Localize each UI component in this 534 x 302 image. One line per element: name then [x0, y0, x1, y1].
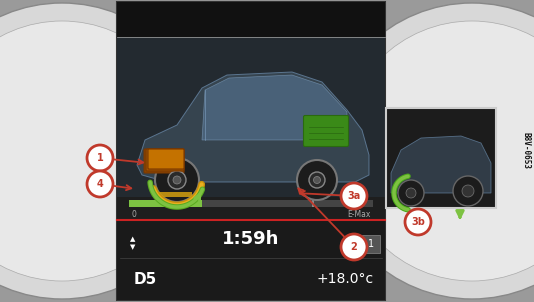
Text: B8V-0653: B8V-0653 [522, 133, 530, 169]
Polygon shape [155, 192, 192, 197]
Circle shape [87, 145, 113, 171]
Bar [312, 200, 314, 207]
Circle shape [341, 183, 367, 209]
Circle shape [342, 21, 534, 281]
Text: ▲: ▲ [130, 236, 136, 242]
Circle shape [324, 3, 534, 299]
Circle shape [405, 209, 431, 235]
Bar [117, 2, 385, 300]
FancyBboxPatch shape [362, 235, 380, 253]
FancyBboxPatch shape [146, 149, 184, 171]
FancyBboxPatch shape [144, 149, 184, 173]
Text: 3a: 3a [348, 191, 360, 201]
FancyBboxPatch shape [148, 149, 184, 169]
Text: 2: 2 [351, 242, 357, 252]
Bar [129, 200, 373, 207]
Circle shape [155, 158, 199, 202]
Circle shape [398, 180, 424, 206]
Circle shape [297, 160, 337, 200]
Bar [129, 200, 202, 207]
Bar [386, 108, 496, 208]
Bar [117, 220, 385, 258]
Text: D5: D5 [134, 271, 156, 287]
FancyBboxPatch shape [303, 115, 349, 146]
Circle shape [453, 176, 483, 206]
Text: 0: 0 [131, 210, 136, 219]
Text: 3b: 3b [411, 217, 425, 227]
Text: E-Max: E-Max [348, 210, 371, 219]
Text: 1: 1 [368, 239, 374, 249]
Circle shape [462, 185, 474, 197]
Circle shape [0, 3, 210, 299]
Text: 1:59h: 1:59h [222, 230, 280, 248]
Text: 1: 1 [97, 153, 104, 163]
Bar [117, 258, 385, 300]
Circle shape [341, 234, 367, 260]
Circle shape [0, 21, 192, 281]
Bar [117, 37, 385, 197]
Bar [117, 2, 385, 37]
Circle shape [406, 188, 416, 198]
Polygon shape [391, 136, 491, 193]
Circle shape [168, 171, 186, 189]
Circle shape [173, 176, 181, 184]
Circle shape [87, 171, 113, 197]
Bar [117, 197, 385, 220]
Polygon shape [202, 75, 347, 140]
Circle shape [309, 172, 325, 188]
Text: 4: 4 [97, 179, 104, 189]
Circle shape [313, 176, 320, 184]
Polygon shape [137, 72, 369, 182]
Text: ▼: ▼ [130, 244, 136, 250]
Text: +18.0°c: +18.0°c [317, 272, 374, 286]
